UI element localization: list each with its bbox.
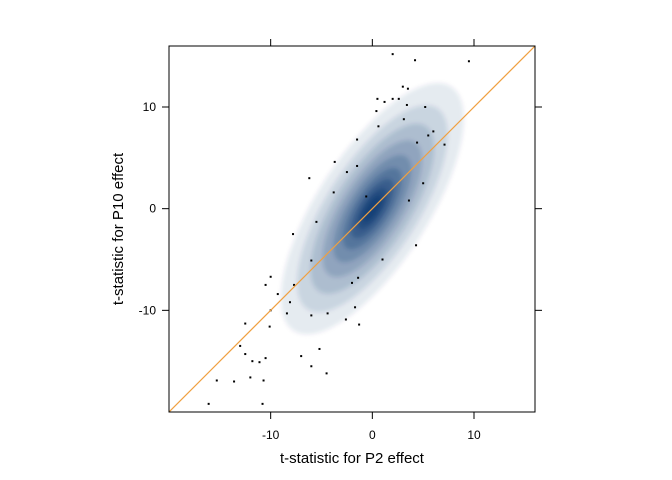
- outlier-point: [422, 182, 425, 185]
- outlier-point: [244, 322, 247, 325]
- outlier-point: [249, 376, 252, 379]
- outlier-point: [381, 258, 384, 261]
- y-tick-label: -10: [139, 303, 157, 317]
- outlier-point: [467, 60, 470, 63]
- outlier-point: [375, 110, 378, 113]
- outlier-point: [401, 85, 404, 88]
- outlier-point: [357, 276, 360, 279]
- outlier-point: [285, 312, 288, 315]
- x-tick-label: 10: [467, 428, 481, 442]
- axis-ticks: [162, 39, 542, 419]
- outlier-point: [292, 233, 295, 236]
- outlier-point: [376, 97, 379, 100]
- reference-line: [169, 46, 535, 412]
- outlier-point: [356, 164, 359, 167]
- outlier-point: [344, 318, 347, 321]
- outlier-point: [264, 357, 267, 360]
- outlier-point: [308, 177, 311, 180]
- outlier-point: [397, 97, 400, 100]
- outlier-point: [244, 353, 247, 356]
- outlier-point: [262, 379, 265, 382]
- outlier-point: [251, 360, 254, 363]
- outlier-point: [333, 160, 336, 163]
- outlier-point: [233, 380, 236, 383]
- outlier-point: [443, 143, 446, 146]
- outlier-point: [293, 283, 296, 286]
- outlier-point: [377, 125, 380, 128]
- outlier-point: [391, 53, 394, 56]
- outlier-point: [405, 103, 408, 106]
- outlier-point: [215, 379, 218, 382]
- outlier-point: [310, 365, 313, 368]
- outlier-point: [318, 347, 321, 350]
- outlier-point: [326, 312, 329, 315]
- outlier-point: [407, 199, 410, 202]
- outlier-point: [268, 325, 271, 328]
- outlier-point: [351, 281, 353, 284]
- outlier-point: [424, 106, 427, 108]
- outlier-point: [332, 191, 335, 194]
- outlier-points: [207, 53, 470, 405]
- outlier-point: [391, 97, 394, 100]
- outlier-point: [207, 402, 210, 405]
- outlier-point: [354, 306, 357, 309]
- outlier-point: [264, 283, 267, 286]
- outlier-point: [414, 59, 417, 62]
- x-tick-label: 0: [369, 428, 376, 442]
- outlier-point: [310, 314, 313, 317]
- outlier-point: [261, 402, 264, 405]
- outlier-point: [288, 301, 291, 304]
- reference-line-group: [169, 46, 535, 412]
- outlier-point: [258, 361, 261, 364]
- outlier-point: [325, 372, 328, 375]
- outlier-point: [383, 100, 386, 103]
- outlier-point: [239, 344, 242, 347]
- outlier-point: [365, 195, 368, 198]
- outlier-point: [406, 87, 409, 90]
- x-tick-label: -10: [262, 428, 280, 442]
- y-tick-label: 10: [143, 100, 157, 114]
- y-axis-title: t-statistic for P10 effect: [110, 152, 127, 305]
- x-axis-title: t-statistic for P2 effect: [280, 450, 425, 467]
- outlier-point: [276, 293, 279, 296]
- outlier-point: [402, 118, 405, 121]
- outlier-point: [310, 259, 313, 262]
- outlier-point: [415, 244, 418, 247]
- outlier-point: [300, 355, 303, 358]
- outlier-point: [416, 141, 419, 144]
- y-tick-label: 0: [149, 202, 156, 216]
- outlier-point: [269, 275, 272, 278]
- outlier-point: [345, 171, 348, 174]
- axis-tick-labels: -10 0 10 -10 0 10: [139, 100, 481, 442]
- outlier-point: [356, 138, 359, 141]
- outlier-point: [315, 220, 318, 223]
- panel-border: [168, 45, 536, 413]
- outlier-point: [427, 134, 430, 137]
- outlier-point: [358, 323, 361, 326]
- outlier-point: [432, 130, 435, 133]
